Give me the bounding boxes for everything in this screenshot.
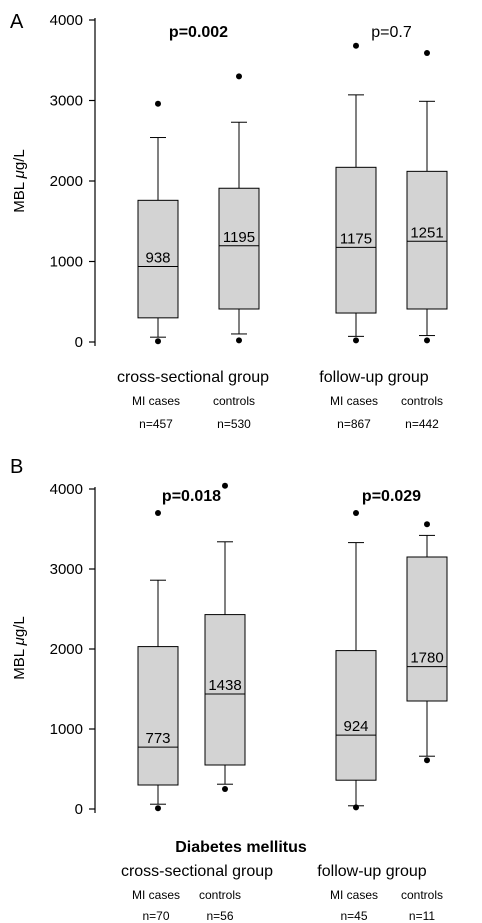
panel-a-p-value: p=0.7 [371,24,412,41]
panel-a-y-tick-label: 1000 [50,254,83,271]
panel-a-n-label: n=867 [337,417,371,431]
panel-b-box [406,556,448,702]
panel-a-p-value: p=0.002 [169,24,228,41]
panel-b-group-label: cross-sectional group [121,863,273,880]
panel-a-box [218,187,260,310]
panel-b-box [137,646,179,786]
panel-a-median-label: 1251 [410,224,443,241]
panel-b-title: Diabetes mellitus [175,839,307,856]
panel-a-y-tick-label: 4000 [50,12,83,29]
panel-b-label: B [10,456,23,478]
panel-a-n-label: n=457 [139,417,173,431]
panel-a-category-label: MI cases [132,394,180,408]
panel-b-y-axis-title: MBL μg/L [11,616,28,680]
panel-a-box [335,166,377,314]
panel-b-outlier-point [155,805,161,812]
panel-b-outlier-point [155,510,161,516]
panel-a-outlier-point [353,42,359,49]
panel-b-y-tick-label: 2000 [50,641,83,658]
panel-a-n-label: n=530 [217,417,251,431]
panel-a-median-label: 1175 [340,230,372,247]
panel-a-y-tick-label: 3000 [50,93,83,110]
panel-b-outlier-point [424,521,430,528]
panel-a-label: A [10,11,24,33]
panel-a-category-label: MI cases [330,394,378,408]
panel-b-p-value: p=0.029 [362,488,421,505]
panel-a-outlier-point [155,338,161,345]
panel-a-outlier-point [236,337,242,344]
panel-b-outlier-point [353,804,359,811]
panel-b-n-label: n=11 [409,909,435,923]
panel-b-n-label: n=70 [142,909,169,923]
panel-a-y-axis-title: MBL μg/L [11,149,28,213]
panel-a-group-label: follow-up group [319,369,429,386]
panel-b-y-tick-label: 3000 [50,561,83,578]
panel-a-median-label: 1195 [223,229,255,246]
panel-b-median-label: 1780 [410,650,443,667]
panel-b-n-label: n=56 [206,909,233,923]
panel-b-box [204,614,246,766]
panel-a-n-label: n=442 [405,417,439,431]
panel-a-box [406,170,448,310]
panel-b-category-label: MI cases [330,888,378,902]
panel-a-y-tick-label: 0 [75,334,83,351]
panel-a-box [137,199,179,319]
panel-b-p-value: p=0.018 [162,488,221,505]
panel-b-median-label: 773 [145,730,170,747]
panel-b-outlier-point [424,757,430,764]
panel-a-outlier-point [424,337,430,344]
panel-b-group-label: follow-up group [317,863,427,880]
panel-a-outlier-point [353,337,359,344]
panel-a-outlier-point [155,100,161,107]
panel-b-y-tick-label: 4000 [50,481,83,498]
panel-b-y-tick-label: 1000 [50,721,83,738]
panel-b-outlier-point [353,510,359,516]
panel-b-category-label: controls [199,888,241,902]
panel-a-category-label: controls [401,394,443,408]
panel-b-category-label: MI cases [132,888,180,902]
panel-b-y-tick-label: 0 [75,801,83,818]
panel-b-outlier-point [222,482,228,489]
panel-b-n-label: n=45 [340,909,367,923]
panel-b-median-label: 924 [343,718,368,735]
panel-a-median-label: 938 [145,249,170,266]
panel-b-box [335,650,377,781]
panel-b-outlier-point [222,786,228,792]
panel-b-median-label: 1438 [208,677,241,694]
panel-a-outlier-point [236,73,242,80]
panel-a-category-label: controls [213,394,255,408]
panel-a-outlier-point [424,50,430,57]
panel-a-group-label: cross-sectional group [117,369,269,386]
panel-b-category-label: controls [401,888,443,902]
panel-a-y-tick-label: 2000 [50,173,83,190]
